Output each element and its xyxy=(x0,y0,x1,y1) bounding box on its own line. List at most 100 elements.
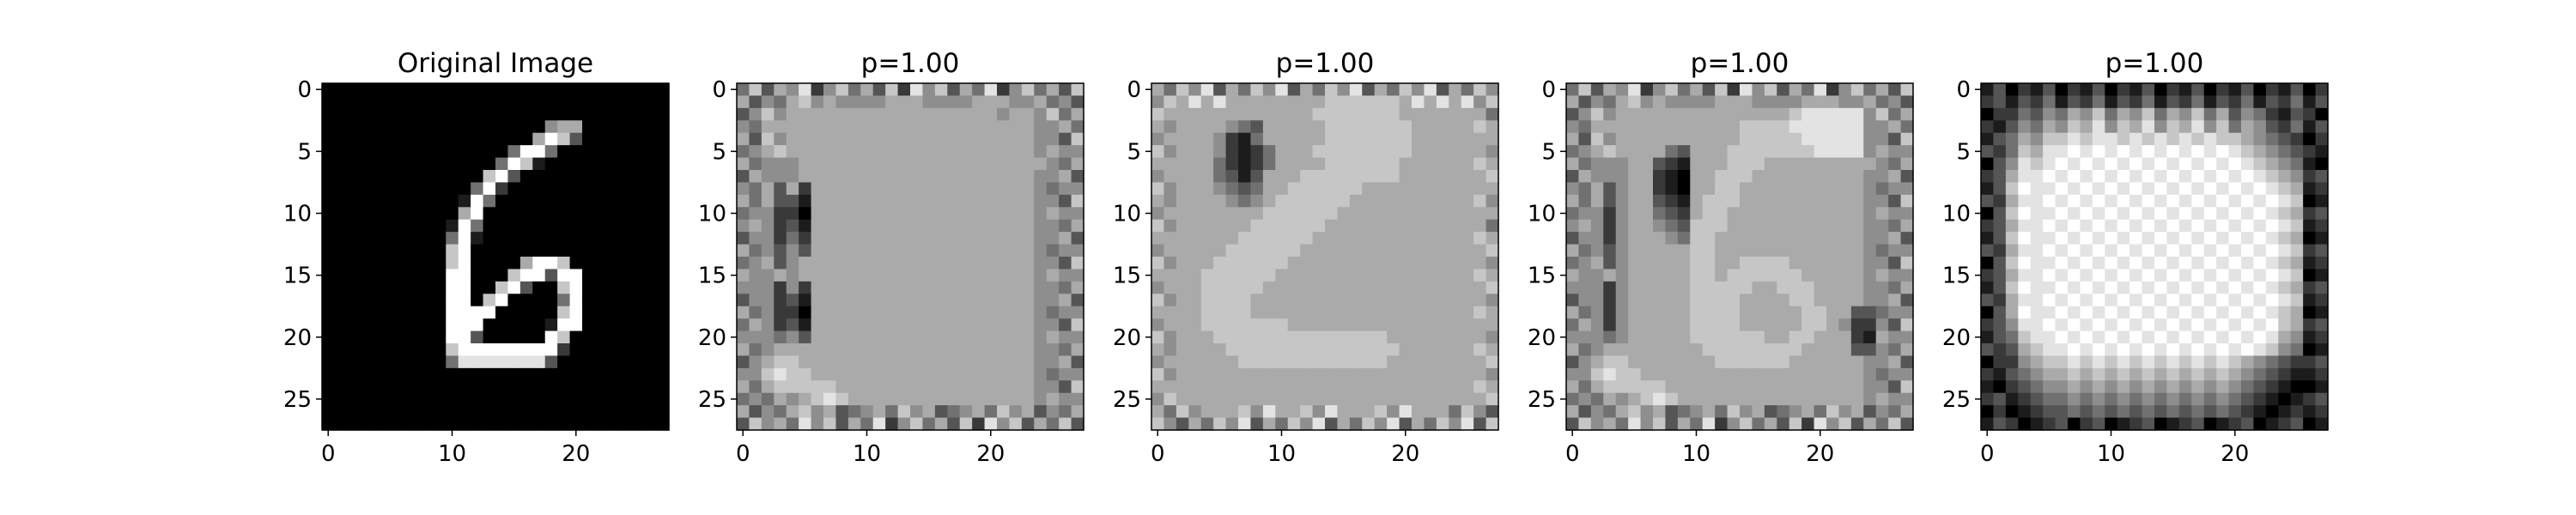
pixel-cell xyxy=(606,392,620,406)
pixel-cell xyxy=(2228,405,2242,419)
pixel-cell xyxy=(947,330,961,344)
pixel-cell xyxy=(519,145,533,159)
pixel-cell xyxy=(1287,170,1301,184)
pixel-cell xyxy=(557,367,571,381)
pixel-cell xyxy=(2092,281,2105,294)
pixel-cell xyxy=(1603,417,1617,431)
pixel-cell xyxy=(1801,132,1815,146)
pixel-cell xyxy=(997,318,1011,332)
pixel-cell xyxy=(2290,194,2304,208)
pixel-cell xyxy=(2303,367,2317,381)
pixel-cell xyxy=(761,132,775,146)
pixel-cell xyxy=(1412,257,1425,270)
pixel-cell xyxy=(2265,306,2279,319)
pixel-cell xyxy=(786,219,799,233)
pixel-cell xyxy=(1888,269,1902,282)
pixel-cell xyxy=(1176,343,1189,357)
pixel-cell xyxy=(1349,232,1363,245)
axes-frame xyxy=(321,82,670,431)
pixel-cell xyxy=(1312,107,1326,121)
pixel-cell xyxy=(897,132,911,146)
pixel-cell xyxy=(1715,83,1728,97)
pixel-cell xyxy=(1399,120,1413,134)
pixel-cell xyxy=(359,343,373,357)
pixel-cell xyxy=(346,257,360,270)
pixel-cell xyxy=(606,244,620,258)
y-tick-label: 5 xyxy=(712,139,726,165)
pixel-cell xyxy=(1449,107,1462,121)
pixel-cell xyxy=(1777,355,1790,369)
pixel-cell xyxy=(860,343,874,357)
pixel-cell xyxy=(1640,306,1654,319)
pixel-cell xyxy=(737,83,750,97)
pixel-cell xyxy=(1449,294,1462,307)
pixel-cell xyxy=(1151,380,1165,394)
pixel-cell xyxy=(1071,269,1084,282)
pixel-cell xyxy=(1888,257,1902,270)
pixel-cell xyxy=(1071,120,1084,134)
pixel-cell xyxy=(1300,120,1314,134)
pixel-cell xyxy=(1362,207,1376,221)
pixel-cell xyxy=(1764,367,1777,381)
pixel-cell xyxy=(972,244,986,258)
pixel-cell xyxy=(1325,281,1339,294)
pixel-cell xyxy=(1615,145,1629,159)
pixel-cell xyxy=(446,306,459,319)
pixel-cell xyxy=(2129,244,2143,258)
pixel-cell xyxy=(1789,107,1802,121)
pixel-cell xyxy=(2241,257,2255,270)
pixel-cell xyxy=(984,120,998,134)
pixel-cell xyxy=(2315,405,2329,419)
pixel-cell xyxy=(1200,182,1214,196)
pixel-cell xyxy=(322,207,336,221)
pixel-cell xyxy=(1312,405,1326,419)
pixel-cell xyxy=(1250,107,1264,121)
pixel-cell xyxy=(2278,232,2292,245)
pixel-cell xyxy=(2191,182,2205,196)
pixel-cell xyxy=(1826,232,1840,245)
pixel-cell xyxy=(1046,417,1060,431)
pixel-cell xyxy=(483,182,496,196)
pixel-cell xyxy=(1615,107,1629,121)
pixel-cell xyxy=(1163,330,1177,344)
pixel-cell xyxy=(1213,343,1227,357)
pixel-cell xyxy=(1046,107,1060,121)
pixel-cell xyxy=(1665,145,1679,159)
pixel-cell xyxy=(2290,380,2304,394)
pixel-cell xyxy=(1374,380,1388,394)
pixel-cell xyxy=(1900,367,1914,381)
pixel-cell xyxy=(421,182,434,196)
pixel-cell xyxy=(322,294,336,307)
pixel-cell xyxy=(1412,380,1425,394)
pixel-cell xyxy=(2117,107,2130,121)
pixel-cell xyxy=(1801,306,1815,319)
pixel-cell xyxy=(848,257,861,270)
pixel-cell xyxy=(458,194,471,208)
pixel-cell xyxy=(1436,207,1449,221)
pixel-cell xyxy=(737,194,750,208)
pixel-cell xyxy=(594,318,608,332)
pixel-cell xyxy=(2142,281,2155,294)
pixel-cell xyxy=(1993,157,2007,171)
pixel-cell xyxy=(774,330,787,344)
pixel-cell xyxy=(1009,405,1023,419)
pixel-cell xyxy=(848,343,861,357)
pixel-cell xyxy=(1826,281,1840,294)
pixel-cell xyxy=(1287,182,1301,196)
pixel-cell xyxy=(2105,244,2118,258)
pixel-cell xyxy=(922,83,936,97)
pixel-cell xyxy=(1665,120,1679,134)
pixel-cell xyxy=(2105,417,2118,431)
pixel-cell xyxy=(458,392,471,406)
pixel-cell xyxy=(346,306,360,319)
pixel-cell xyxy=(959,257,973,270)
pixel-cell xyxy=(1436,194,1449,208)
pixel-cell xyxy=(860,380,874,394)
pixel-cell xyxy=(1826,132,1840,146)
y-tick-label: 10 xyxy=(1528,202,1556,227)
pixel-cell xyxy=(1325,120,1339,134)
pixel-cell xyxy=(1814,269,1827,282)
pixel-cell xyxy=(644,244,658,258)
pixel-cell xyxy=(1046,207,1060,221)
pixel-cell xyxy=(799,95,812,109)
